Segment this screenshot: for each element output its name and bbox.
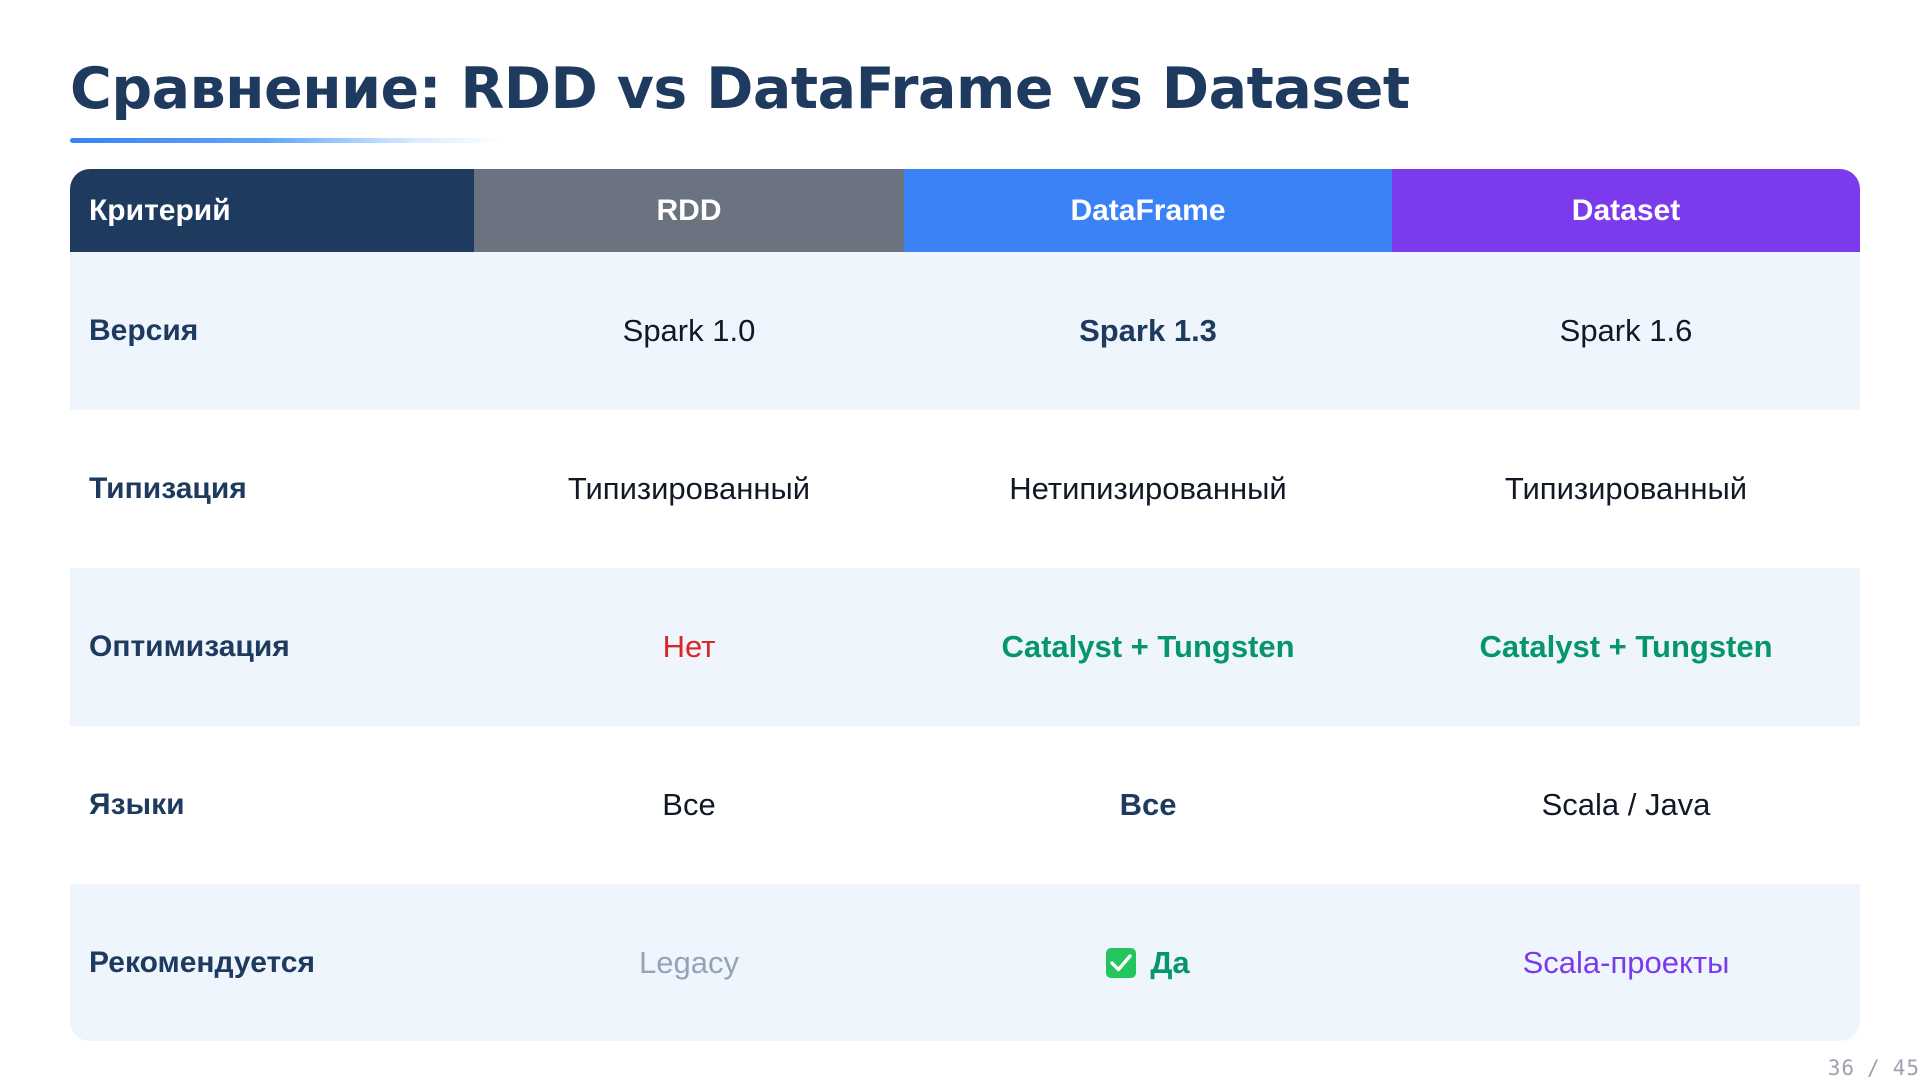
table-row-optimization: Оптимизация Нет Catalyst + Tungsten Cata… bbox=[70, 568, 1860, 726]
dataset-value: Типизированный bbox=[1504, 471, 1748, 506]
criterion-label: Версия bbox=[89, 314, 199, 347]
dataframe-value: Все bbox=[1119, 787, 1177, 822]
header-criterion: Критерий bbox=[70, 169, 474, 252]
dataset-value: Spark 1.6 bbox=[1559, 313, 1693, 348]
recommended-yes-label: Да bbox=[1150, 944, 1190, 980]
page-total: 45 bbox=[1892, 1056, 1920, 1080]
criterion-label: Языки bbox=[89, 788, 185, 821]
dataframe-value: Да bbox=[904, 884, 1392, 1041]
criterion-label: Типизация bbox=[89, 472, 247, 505]
dataframe-value: Catalyst + Tungsten bbox=[1001, 629, 1295, 664]
criterion-label: Рекомендуется bbox=[89, 945, 315, 979]
check-mark-icon bbox=[1106, 947, 1137, 978]
rdd-value: Нет bbox=[662, 629, 716, 664]
title-underline bbox=[70, 138, 502, 143]
header-dataset: Dataset bbox=[1392, 169, 1860, 252]
header-rdd: RDD bbox=[474, 169, 904, 252]
rdd-value: Legacy bbox=[639, 944, 739, 980]
page-current: 36 bbox=[1827, 1056, 1856, 1080]
table-row-version: Версия Spark 1.0 Spark 1.3 Spark 1.6 bbox=[70, 252, 1860, 410]
dataset-value: Catalyst + Tungsten bbox=[1479, 629, 1773, 664]
table-row-languages: Языки Все Все Scala / Java bbox=[70, 726, 1860, 884]
comparison-table: Критерий RDD DataFrame Dataset Версия Sp… bbox=[70, 169, 1860, 1041]
page-counter: 36 / 45 bbox=[1828, 1056, 1920, 1080]
dataframe-value: Нетипизированный bbox=[1009, 471, 1287, 506]
dataframe-value: Spark 1.3 bbox=[1079, 313, 1217, 348]
dataset-value: Scala-проекты bbox=[1522, 944, 1730, 980]
dataset-value: Scala / Java bbox=[1541, 787, 1711, 822]
page-title: Сравнение: RDD vs DataFrame vs Dataset bbox=[70, 56, 1410, 122]
header-dataframe: DataFrame bbox=[904, 169, 1392, 252]
rdd-value: Spark 1.0 bbox=[622, 313, 756, 348]
page-separator: / bbox=[1867, 1056, 1881, 1080]
rdd-value: Типизированный bbox=[567, 471, 811, 506]
table-row-recommended: Рекомендуется Legacy Да Scala-проекты bbox=[70, 884, 1860, 1041]
table-row-typing: Типизация Типизированный Нетипизированны… bbox=[70, 410, 1860, 568]
rdd-value: Все bbox=[662, 787, 716, 822]
criterion-label: Оптимизация bbox=[89, 630, 290, 663]
table-header-row: Критерий RDD DataFrame Dataset bbox=[70, 169, 1860, 252]
